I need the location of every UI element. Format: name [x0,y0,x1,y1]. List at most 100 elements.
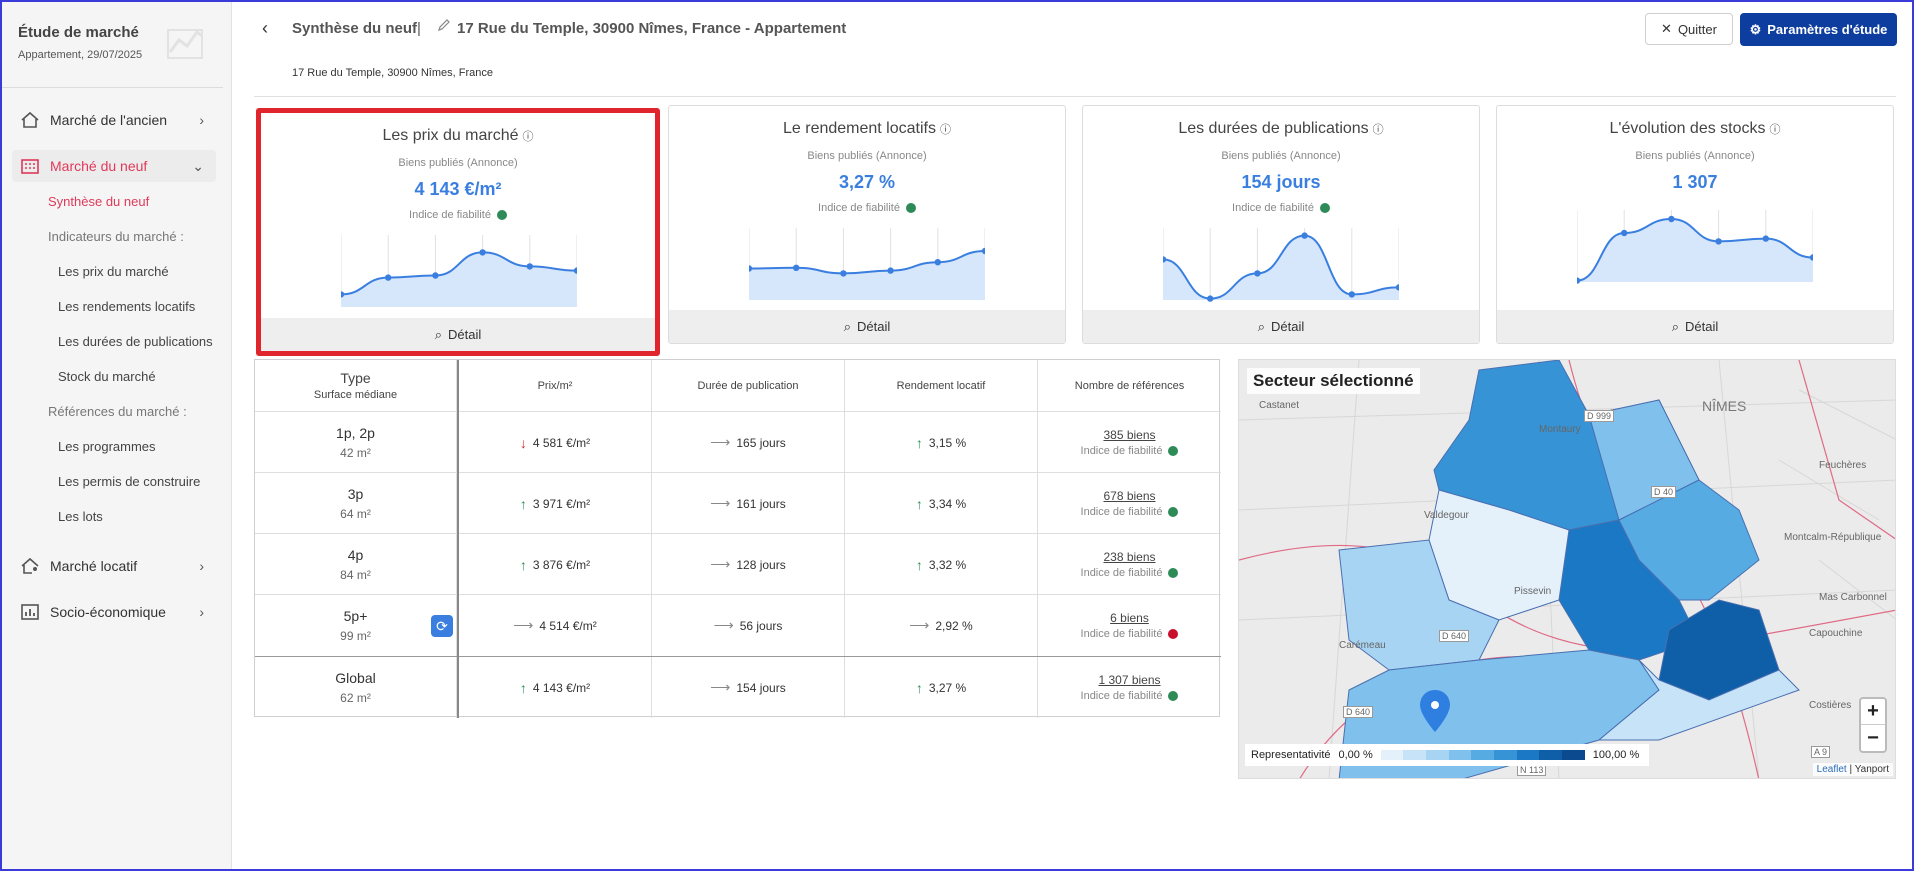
card-label: Biens publiés (Annonce) [398,157,518,169]
spark-point [573,267,577,274]
arrow-right-icon: ⟶ [710,495,731,511]
link-lots[interactable]: Les lots [58,509,103,524]
card-rendement[interactable]: Le rendement locatifs ⓘ Biens publiés (An… [668,105,1066,344]
map-canvas[interactable] [1239,360,1896,779]
duree-value: 161 jours [736,496,786,511]
references-link[interactable]: 385 biens [1103,428,1156,442]
link-durees[interactable]: Les durées de publications [58,334,213,349]
prix-value: 4 514 €/m² [539,618,597,633]
link-stock[interactable]: Stock du marché [58,369,156,384]
zoom-control: + − [1859,697,1887,753]
link-programmes[interactable]: Les programmes [58,439,156,454]
references-link[interactable]: 678 biens [1103,489,1156,503]
study-settings-label: Paramètres d'étude [1767,22,1888,37]
leaflet-link[interactable]: Leaflet [1816,764,1847,775]
detail-button[interactable]: ⌕ Détail [1083,310,1479,343]
card-durees[interactable]: Les durées de publications ⓘ Biens publié… [1082,105,1480,344]
surface-label: 64 m² [340,507,371,521]
type-label: 5p+ [343,608,368,624]
house-person-icon [21,557,39,574]
reliability-label: Indice de fiabilité [1080,445,1163,457]
link-prix-marche[interactable]: Les prix du marché [58,264,169,279]
bar-chart-icon [21,604,39,620]
legend-step [1494,750,1517,760]
detail-button[interactable]: ⌕ Détail [1497,310,1893,343]
attribution-separator: | [1849,764,1853,775]
detail-button[interactable]: ⌕ Détail [669,310,1065,343]
arrow-up-icon: ↑ [915,556,923,573]
edit-icon[interactable] [437,18,451,32]
spark-point [1668,215,1675,223]
zoom-out-button[interactable]: − [1867,726,1879,749]
study-settings-button[interactable]: ⚙ Paramètres d'étude [1740,13,1897,46]
rendement-cell: ↑ 3,32 % [845,534,1038,595]
info-icon[interactable]: ⓘ [1372,124,1384,136]
chevron-right-icon: › [199,604,204,620]
legend-label: Representativité [1251,749,1331,761]
type-label: 1p, 2p [336,425,375,441]
sidebar-item-socio[interactable]: Socio-économique › [12,596,216,628]
card-stocks[interactable]: L'évolution des stocks ⓘ Biens publiés (A… [1496,105,1894,344]
card-prix-marche[interactable]: Les prix du marché ⓘ Biens publiés (Annon… [256,108,660,356]
legend-step [1562,750,1585,760]
table-row: 1p, 2p 42 m² ↓ 4 581 €/m² ⟶ 165 jours ↑ 3,15 % 3… [255,411,1221,473]
link-rendements[interactable]: Les rendements locatifs [58,299,196,314]
references-cell: 238 biens Indice de fiabilité [1038,534,1221,595]
info-icon[interactable]: ⓘ [939,124,951,136]
link-synthese-neuf[interactable]: Synthèse du neuf [48,194,150,209]
surface-label: 84 m² [340,568,371,582]
sector-map[interactable]: NÎMES Castanet Montaury Valdegour Pissev… [1238,359,1896,779]
prix-value: 4 581 €/m² [532,435,591,450]
reliability-indicator [1168,507,1179,518]
references-cell: 385 biens Indice de fiabilité [1038,412,1221,473]
gear-icon: ⚙ [1749,21,1762,37]
quit-label: Quitter [1677,21,1717,37]
spark-point [793,264,800,271]
detail-button[interactable]: ⌕ Détail [261,318,655,351]
sparkline [1577,210,1813,284]
sector-east[interactable] [1618,479,1760,601]
group-references: Références du marché : [48,404,187,419]
location-pin-icon[interactable] [1420,690,1450,732]
card-value: 154 jours [1241,172,1321,192]
references-link[interactable]: 238 biens [1103,550,1156,564]
spark-area [1577,219,1813,282]
spark-point [1254,270,1261,277]
reliability-label: Indice de fiabilité [409,209,491,221]
refresh-icon[interactable]: ⟳ [431,615,453,637]
card-value: 4 143 €/m² [414,179,502,199]
spark-point [526,263,533,270]
sparkline [341,235,577,307]
spark-point [1715,238,1722,245]
card-title: Les durées de publications [1178,120,1369,137]
sector-southeast[interactable] [1597,659,1800,741]
detail-label: Détail [1685,319,1719,334]
sidebar-item-ancien[interactable]: Marché de l'ancien › [12,104,216,136]
references-link[interactable]: 1 307 biens [1098,673,1161,687]
arrow-down-icon: ↓ [519,434,527,451]
references-link[interactable]: 6 biens [1110,611,1149,625]
type-cell: 5p+ 99 m² [255,595,457,656]
sidebar-item-neuf[interactable]: Marché du neuf ⌄ [12,150,216,182]
page-title: Synthèse du neuf [292,20,418,37]
spark-point [1621,229,1628,237]
legend-step [1380,750,1404,760]
house-icon [21,111,39,128]
link-permis[interactable]: Les permis de construire [58,474,201,489]
reliability-indicator [1168,446,1179,457]
spark-point [1301,232,1308,239]
legend-step [1403,750,1427,760]
detail-search-icon: ⌕ [1671,318,1680,334]
zoom-in-button[interactable]: + [1861,699,1885,725]
reliability-indicator [1168,629,1179,640]
sidebar-item-locatif[interactable]: Marché locatif › [12,550,216,582]
legend-gradient [1380,750,1585,760]
info-icon[interactable]: ⓘ [1769,124,1781,136]
detail-search-icon: ⌕ [434,326,443,342]
map-label: Pissevin [1514,586,1552,597]
quit-button[interactable]: ✕ Quitter [1645,13,1733,45]
spark-point [341,291,345,298]
info-icon[interactable]: ⓘ [522,131,534,143]
market-logo-icon [167,29,203,59]
back-button[interactable]: ‹ [262,18,268,38]
